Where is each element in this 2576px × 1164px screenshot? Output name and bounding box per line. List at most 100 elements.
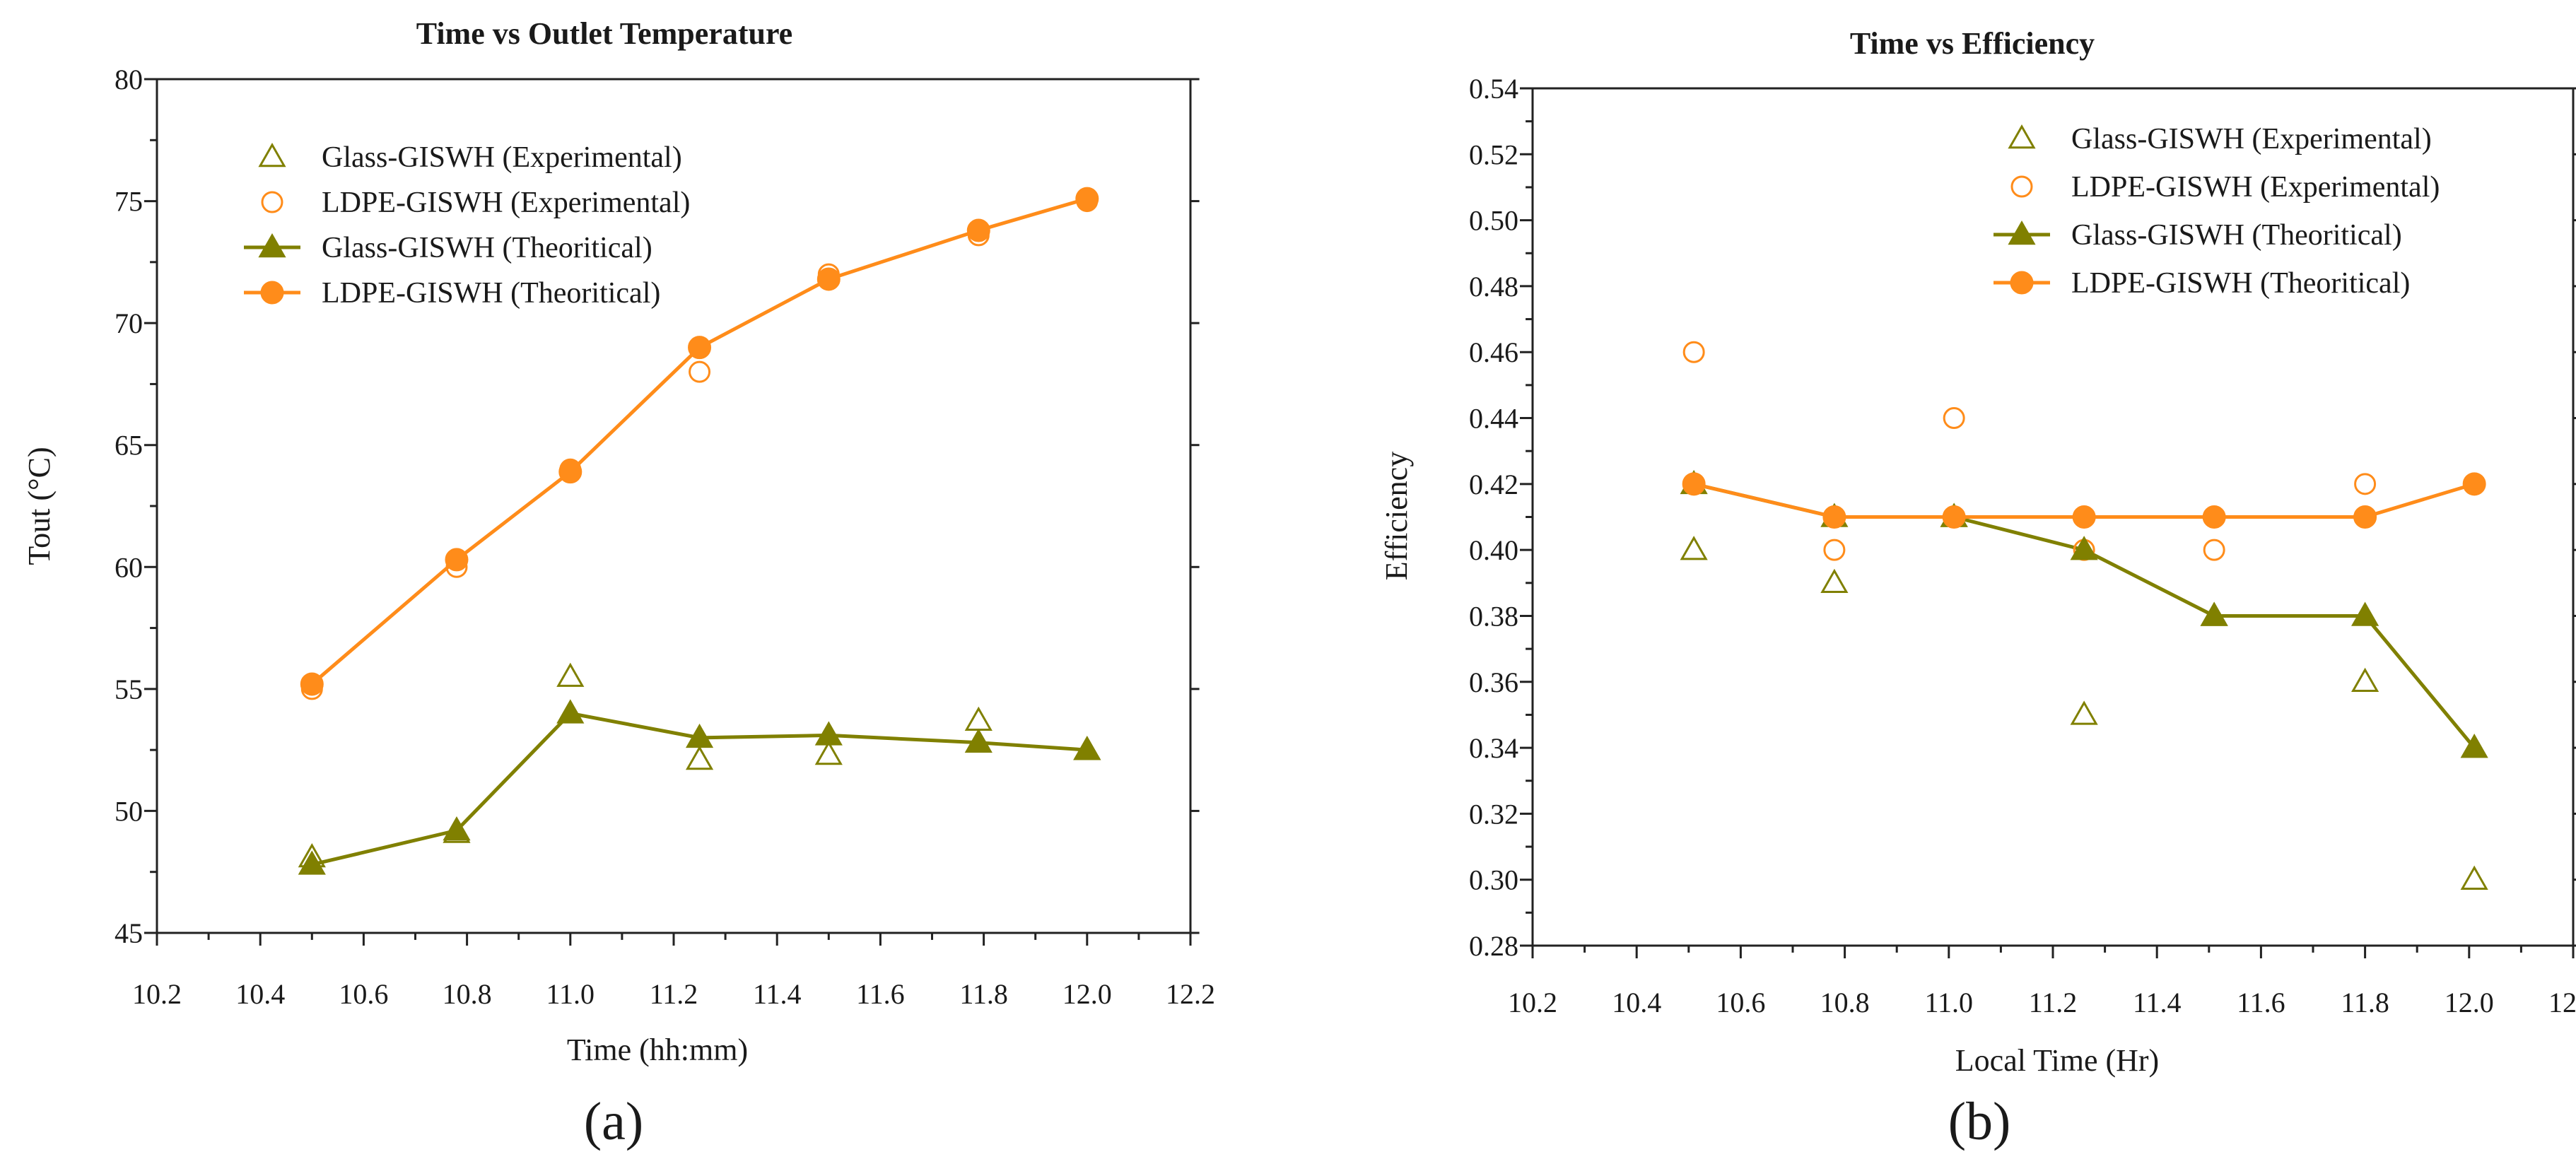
y-tick-label: 60 xyxy=(115,551,143,583)
legend-marker xyxy=(260,281,284,305)
data-point xyxy=(816,267,841,291)
legend-marker xyxy=(258,233,286,258)
y-tick-label: 0.50 xyxy=(1469,205,1518,237)
x-tick-label: 12.0 xyxy=(2445,987,2494,1018)
x-tick-label: 11.6 xyxy=(2237,987,2285,1018)
data-point xyxy=(2462,472,2486,496)
y-tick-label: 45 xyxy=(115,917,143,949)
legend-item: Glass-GISWH (Experimental) xyxy=(2008,123,2432,155)
data-point xyxy=(300,672,324,696)
y-tick-label: 0.32 xyxy=(1469,798,1518,830)
y-tick-label: 65 xyxy=(115,430,143,462)
chart-title: Time vs Efficiency xyxy=(1850,26,2095,61)
data-point xyxy=(2354,473,2377,495)
x-tick-label: 10.8 xyxy=(443,978,492,1010)
data-point xyxy=(814,741,843,765)
data-point xyxy=(443,816,471,841)
data-point xyxy=(1682,472,1706,496)
y-tick-label: 80 xyxy=(115,64,143,95)
panel-label-b: (b) xyxy=(1948,1092,2011,1151)
legend: Glass-GISWH (Experimental) LDPE-GISWH (Ex… xyxy=(244,141,690,310)
y-axis-label: Efficiency xyxy=(1379,452,1414,580)
legend-label: LDPE-GISWH (Experimental) xyxy=(322,187,690,219)
x-tick-label: 11.0 xyxy=(546,978,595,1010)
x-tick-label: 12.2 xyxy=(1166,978,1215,1010)
data-point xyxy=(966,218,990,242)
y-tick-label: 55 xyxy=(115,674,143,705)
data-point xyxy=(1820,568,1849,594)
chart-title: Time vs Outlet Temperature xyxy=(416,16,792,51)
data-point xyxy=(2070,700,2098,725)
legend-item: LDPE-GISWH (Theoritical) xyxy=(244,277,660,310)
data-point xyxy=(1822,505,1846,529)
legend-marker xyxy=(2010,271,2034,295)
y-tick-label: 0.34 xyxy=(1469,732,1518,764)
y-tick-label: 0.44 xyxy=(1469,403,1518,435)
data-point xyxy=(814,721,843,746)
y-tick-label: 0.54 xyxy=(1469,73,1518,105)
y-axis-label: Tout (°C) xyxy=(22,447,57,565)
data-point xyxy=(685,723,714,748)
x-tick-label: 12.0 xyxy=(1062,978,1112,1010)
data-point xyxy=(1075,187,1099,211)
legend-label: LDPE-GISWH (Theoritical) xyxy=(2071,267,2410,300)
legend-item: Glass-GISWH (Theoritical) xyxy=(244,232,652,264)
legend-item: Glass-GISWH (Theoritical) xyxy=(1994,219,2402,252)
data-point xyxy=(2460,734,2488,758)
data-point xyxy=(2351,601,2379,626)
data-point xyxy=(688,336,712,360)
series-line xyxy=(310,196,1088,686)
series-markers xyxy=(298,187,1101,875)
chart-panel-a: Time vs Outlet Temperature 10.2 10.4 10.6 1… xyxy=(22,16,1215,1151)
legend-marker xyxy=(258,142,286,167)
legend-marker xyxy=(2008,124,2036,149)
y-tick-label: 70 xyxy=(115,307,143,339)
data-point xyxy=(2353,505,2377,529)
panel-label-a: (a) xyxy=(584,1092,643,1151)
axis-ticks: 10.2 10.4 10.6 10.8 11.0 11.2 11.4 11.6 11.8 12.0… xyxy=(1469,73,2576,1018)
legend: Glass-GISWH (Experimental) LDPE-GISWH (Ex… xyxy=(1994,123,2440,300)
data-point xyxy=(2203,539,2225,561)
data-point xyxy=(556,699,585,724)
data-point xyxy=(685,745,714,770)
chart-panel-b: Time vs Efficiency 10.2 10.4 10.6 10.8 11.0 1… xyxy=(1379,26,2576,1151)
y-tick-label: 0.42 xyxy=(1469,469,1518,500)
legend-item: LDPE-GISWH (Experimental) xyxy=(261,187,690,219)
data-point xyxy=(556,662,585,687)
legend-marker xyxy=(2010,175,2033,198)
axis-ticks: 10.2 10.4 10.6 10.8 11.0 11.2 11.4 11.6 11.8 12.0… xyxy=(115,64,1215,1010)
legend-item: LDPE-GISWH (Experimental) xyxy=(2010,171,2440,204)
y-tick-label: 0.48 xyxy=(1469,271,1518,302)
y-tick-label: 0.36 xyxy=(1469,666,1518,698)
y-tick-label: 0.46 xyxy=(1469,336,1518,368)
data-point xyxy=(1942,505,1966,529)
data-point xyxy=(2460,865,2488,890)
data-point xyxy=(558,460,582,484)
x-tick-label: 10.6 xyxy=(1716,987,1765,1018)
data-point xyxy=(964,728,993,753)
data-point xyxy=(2072,505,2096,529)
y-tick-label: 0.30 xyxy=(1469,864,1518,896)
legend-label: Glass-GISWH (Theoritical) xyxy=(322,232,652,264)
data-point xyxy=(2200,601,2228,626)
legend-marker xyxy=(2008,220,2036,245)
data-point xyxy=(1823,539,1846,561)
x-tick-label: 11.2 xyxy=(650,978,698,1010)
x-tick-label: 10.8 xyxy=(1820,987,1870,1018)
x-axis-label: Time (hh:mm) xyxy=(567,1033,748,1067)
legend-label: LDPE-GISWH (Experimental) xyxy=(2071,171,2440,204)
data-point xyxy=(1943,407,1965,430)
series-markers xyxy=(1680,341,2488,890)
x-axis-label: Local Time (Hr) xyxy=(1955,1043,2159,1078)
x-tick-label: 10.4 xyxy=(235,978,285,1010)
data-point xyxy=(1682,341,1705,363)
x-tick-label: 11.0 xyxy=(1925,987,1974,1018)
y-tick-label: 0.28 xyxy=(1469,930,1518,962)
x-tick-label: 11.2 xyxy=(2029,987,2078,1018)
data-point xyxy=(689,360,711,383)
x-tick-label: 11.4 xyxy=(2133,987,2182,1018)
data-point xyxy=(2070,536,2098,560)
legend-label: LDPE-GISWH (Theoritical) xyxy=(322,277,660,310)
data-point xyxy=(964,706,993,731)
